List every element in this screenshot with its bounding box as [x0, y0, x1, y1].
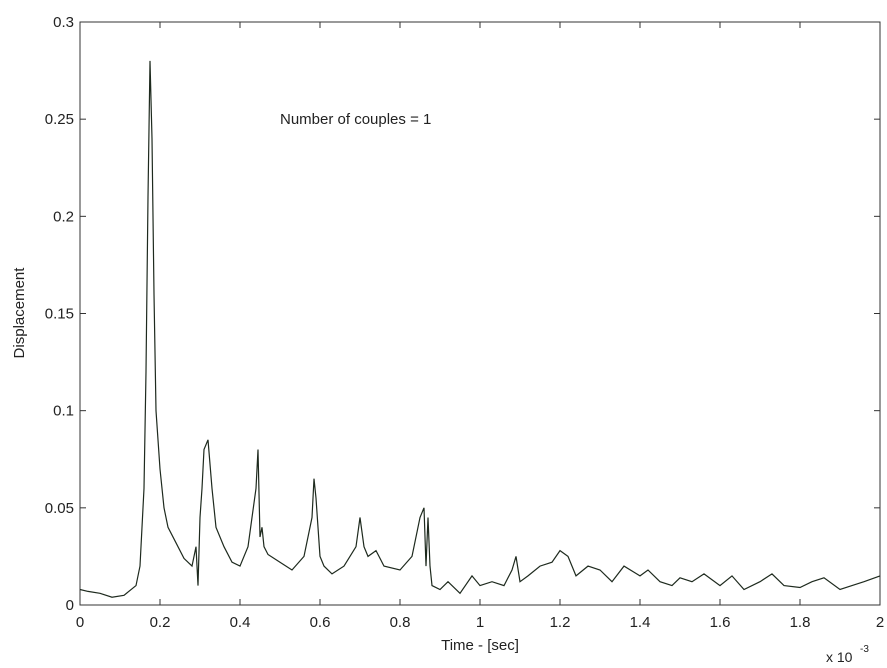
- x-tick-label: 1.2: [550, 614, 571, 631]
- x-multiplier-base: x 10: [826, 649, 853, 665]
- x-tick-label: 1.8: [790, 614, 811, 631]
- y-tick-label: 0: [66, 597, 74, 614]
- plot-area: [79, 21, 881, 606]
- x-tick-label: 2: [876, 614, 884, 631]
- x-tick-label: 1.4: [630, 614, 651, 631]
- x-tick-label: 1: [476, 614, 484, 631]
- x-tick-label: 0.6: [310, 614, 331, 631]
- x-tick-label: 0: [76, 614, 84, 631]
- chart-annotation: Number of couples = 1: [280, 111, 431, 128]
- x-multiplier-exponent: -3: [860, 644, 869, 655]
- y-tick-label: 0.3: [53, 14, 74, 31]
- x-axis-label: Time - [sec]: [441, 637, 519, 654]
- y-tick-label: 0.2: [53, 208, 74, 225]
- x-tick-label: 0.4: [230, 614, 251, 631]
- series-line: [79, 60, 881, 598]
- y-axis-ticks: 0 0.05 0.1 0.15 0.2 0.25 0.3: [45, 14, 880, 614]
- y-tick-label: 0.1: [53, 403, 74, 420]
- y-tick-label: 0.05: [45, 500, 74, 517]
- x-tick-label: 0.8: [390, 614, 411, 631]
- x-axis-ticks: 0 0.2 0.4 0.6 0.8 1 1.2 1.4 1.6 1.8 2: [76, 22, 884, 631]
- y-axis-label: Displacement: [11, 267, 28, 359]
- y-tick-label: 0.15: [45, 306, 74, 323]
- x-axis-multiplier: x 10 -3: [826, 644, 869, 665]
- x-tick-label: 1.6: [710, 614, 731, 631]
- x-tick-label: 0.2: [150, 614, 171, 631]
- y-tick-label: 0.25: [45, 111, 74, 128]
